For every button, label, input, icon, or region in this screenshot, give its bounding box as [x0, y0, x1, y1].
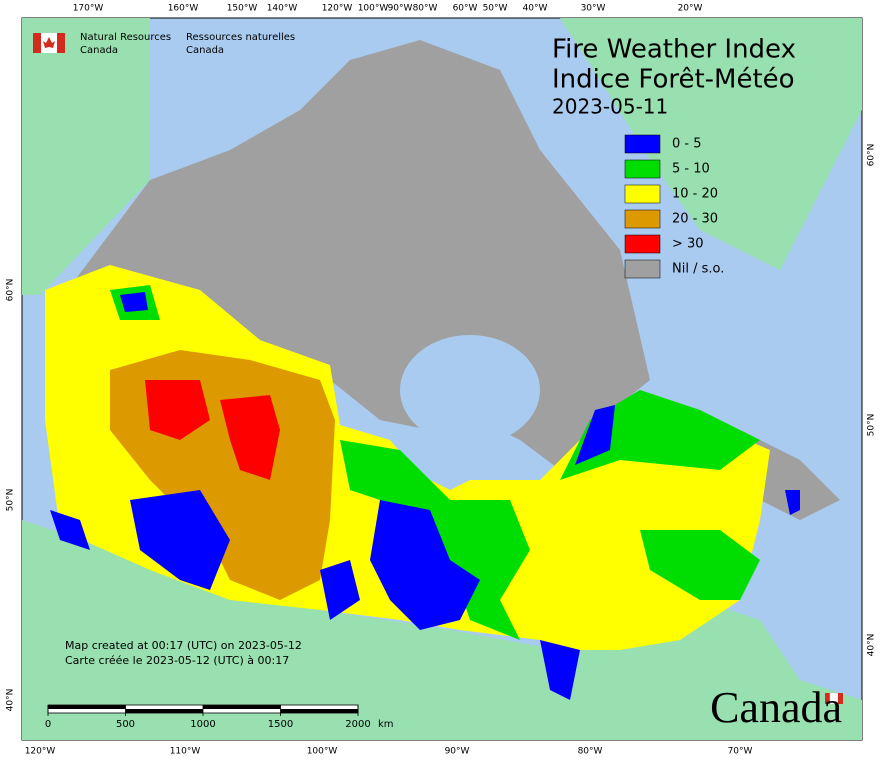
- scale-bar-label: 1000: [190, 719, 215, 730]
- fire-zones: [45, 265, 800, 700]
- latitude-label: 40°N: [867, 634, 877, 657]
- latitude-label: 60°N: [6, 279, 16, 302]
- scale-bar-segment: [280, 709, 358, 713]
- longitude-label: 120°W: [25, 747, 56, 757]
- flag: [33, 33, 843, 705]
- scale-bar-label: 1500: [268, 719, 293, 730]
- agency-en: Canada: [80, 45, 118, 56]
- title: Fire Weather Index: [552, 35, 796, 65]
- legend-label: Nil / s.o.: [672, 262, 724, 277]
- latitude-label: 50°N: [6, 489, 16, 512]
- note: Map created at 00:17 (UTC) on 2023-05-12: [65, 639, 302, 652]
- legend-swatch: [624, 209, 661, 229]
- scale-bar-label: 2000: [345, 719, 370, 730]
- longitude-label: 30°W: [581, 4, 606, 14]
- date: 2023-05-11: [552, 95, 668, 119]
- legend-label: 0 - 5: [672, 137, 702, 152]
- longitude-label: 100°W: [307, 747, 338, 757]
- legend-label: 10 - 20: [672, 187, 718, 202]
- longitude-label: 140°W: [267, 4, 298, 14]
- longitude-label: 80°W: [413, 4, 438, 14]
- scale-bar-segment: [203, 705, 281, 709]
- legend-swatch: [624, 134, 661, 154]
- longitude-label: 160°W: [168, 4, 199, 14]
- longitude-label: 70°W: [728, 747, 753, 757]
- latitude-label: 40°N: [6, 689, 16, 712]
- longitude-label: 170°W: [73, 4, 104, 14]
- wordmark: Canada: [710, 683, 842, 732]
- legend-swatch: [624, 259, 661, 279]
- legend-label: 20 - 30: [672, 212, 718, 227]
- title: Indice Forêt-Météo: [552, 65, 795, 95]
- longitude-label: 60°W: [453, 4, 478, 14]
- legend-label: 5 - 10: [672, 162, 710, 177]
- land: [22, 18, 862, 740]
- longitude-label: 100°W: [358, 4, 389, 14]
- legend-swatch: [624, 184, 661, 204]
- longitude-label: 80°W: [578, 747, 603, 757]
- longitude-label: 110°W: [170, 747, 201, 757]
- scale-bar-segment: [125, 709, 203, 713]
- longitude-label: 120°W: [322, 4, 353, 14]
- agency-fr: Ressources naturelles: [186, 32, 295, 43]
- longitude-label: 50°W: [483, 4, 508, 14]
- agency-en: Natural Resources: [80, 32, 171, 43]
- longitude-label: 90°W: [388, 4, 413, 14]
- note: Carte créée le 2023-05-12 (UTC) à 00:17: [65, 654, 289, 667]
- longitude-label: 150°W: [227, 4, 258, 14]
- agency-fr: Canada: [186, 45, 224, 56]
- latitude-label: 60°N: [867, 144, 877, 167]
- scale-bar-label: 500: [116, 719, 135, 730]
- legend-swatch: [624, 234, 661, 254]
- scale-bar-unit: km: [378, 719, 394, 730]
- legend-label: > 30: [672, 237, 704, 252]
- longitude-label: 90°W: [445, 747, 470, 757]
- longitude-label: 40°W: [523, 4, 548, 14]
- longitude-label: 20°W: [678, 4, 703, 14]
- scale-bar-label: 0: [45, 719, 51, 730]
- legend-swatch: [624, 159, 661, 179]
- latitude-label: 50°N: [867, 414, 877, 437]
- scale-bar-segment: [48, 705, 126, 709]
